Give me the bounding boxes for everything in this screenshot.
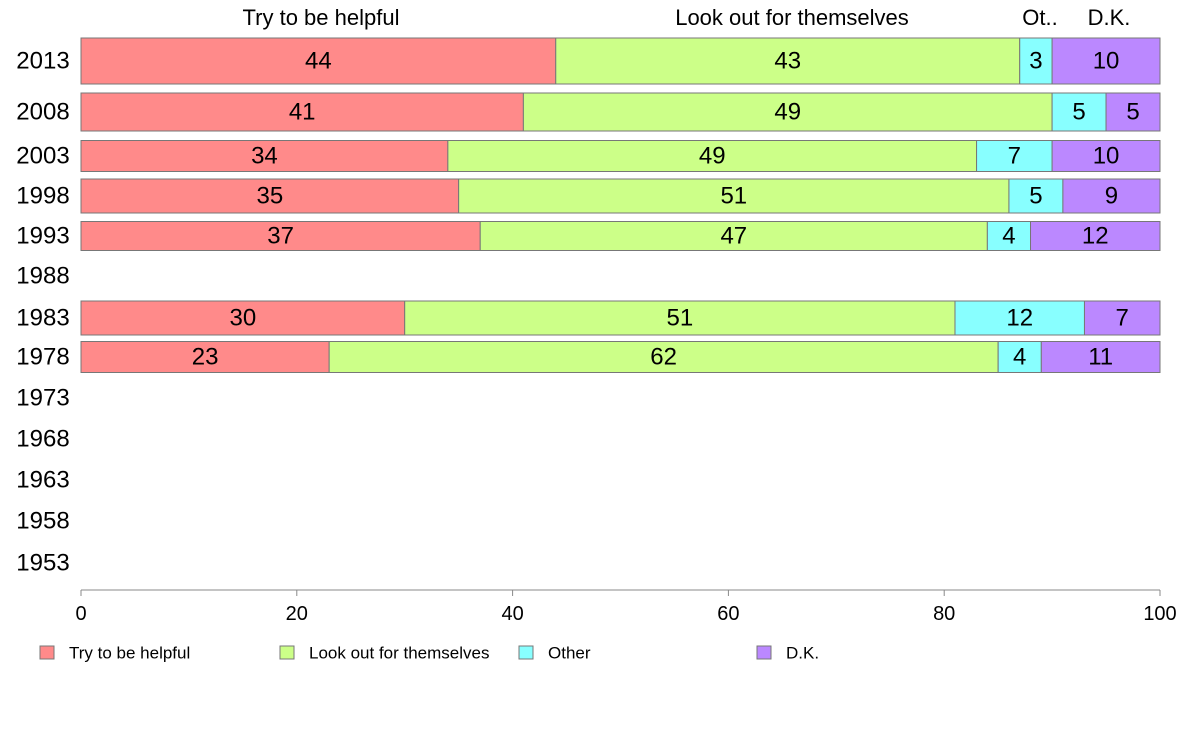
column-headers: Try to be helpful Look out for themselves… xyxy=(243,5,1131,30)
y-label-1978: 1978 xyxy=(16,344,69,371)
data-label-other-1983: 12 xyxy=(1006,305,1033,332)
data-label-try-to-be-helpful-2013: 44 xyxy=(305,48,332,75)
legend-label-other: Other xyxy=(548,644,591,663)
bar-look-out-for-themselves-2013 xyxy=(555,37,1021,85)
bar-d-k-2013 xyxy=(1051,37,1161,85)
data-label-try-to-be-helpful-2003: 34 xyxy=(251,143,278,170)
bars: 44 43 3 10 41 49 5 5 34 49 7 10 35 51 5 9 37 47 4 12 30 51 12 7… xyxy=(80,37,1161,373)
y-label-1953: 1953 xyxy=(16,550,69,577)
x-axis: 0 20 40 60 80 100 xyxy=(75,589,1177,625)
y-label-1993: 1993 xyxy=(16,223,69,250)
data-label-try-to-be-helpful-1998: 35 xyxy=(256,183,283,210)
legend-swatch-d-k xyxy=(756,645,772,660)
data-label-d-k-1998: 9 xyxy=(1105,183,1118,210)
column-header-try-to-be-helpful: Try to be helpful xyxy=(243,5,400,30)
bar-d-k-1998 xyxy=(1062,178,1161,214)
data-label-try-to-be-helpful-1993: 37 xyxy=(267,223,294,250)
legend-label-try-to-be-helpful: Try to be helpful xyxy=(69,644,190,663)
legend: Try to be helpful Look out for themselves… xyxy=(39,644,819,663)
bar-look-out-for-themselves-2003 xyxy=(447,140,978,172)
data-label-d-k-2013: 10 xyxy=(1093,48,1120,75)
bar-other-2008 xyxy=(1051,92,1107,132)
column-header-look-out-for-themselves: Look out for themselves xyxy=(675,5,909,30)
data-label-look-out-for-themselves-1978: 62 xyxy=(650,344,677,371)
y-label-1988: 1988 xyxy=(16,263,69,290)
y-label-1963: 1963 xyxy=(16,467,69,494)
data-label-look-out-for-themselves-1993: 47 xyxy=(720,223,747,250)
data-label-look-out-for-themselves-2013: 43 xyxy=(774,48,801,75)
legend-swatch-look-out-for-themselves xyxy=(279,645,295,660)
data-label-try-to-be-helpful-1983: 30 xyxy=(229,305,256,332)
data-label-d-k-1983: 7 xyxy=(1116,305,1129,332)
bar-try-to-be-helpful-2003 xyxy=(80,140,449,172)
legend-label-look-out-for-themselves: Look out for themselves xyxy=(309,644,489,663)
data-label-d-k-1978: 11 xyxy=(1088,344,1113,371)
column-header-d-k: D.K. xyxy=(1088,5,1131,30)
bar-look-out-for-themselves-2008 xyxy=(522,92,1053,132)
bar-other-1993 xyxy=(986,221,1032,251)
y-label-1958: 1958 xyxy=(16,508,69,535)
bar-d-k-1983 xyxy=(1083,300,1161,336)
bar-try-to-be-helpful-2008 xyxy=(80,92,524,132)
y-axis-labels: 2013 2008 2003 1998 1993 1988 1983 1978 1973 1968… xyxy=(16,48,69,577)
data-label-other-1993: 4 xyxy=(1002,223,1015,250)
data-label-try-to-be-helpful-1978: 23 xyxy=(192,344,219,371)
data-label-try-to-be-helpful-2008: 41 xyxy=(289,99,316,126)
x-tick-label-80: 80 xyxy=(933,603,955,625)
bar-d-k-1993 xyxy=(1030,221,1161,251)
x-tick-label-60: 60 xyxy=(717,603,739,625)
legend-swatch-try-to-be-helpful xyxy=(39,645,55,660)
data-label-look-out-for-themselves-1983: 51 xyxy=(666,305,693,332)
bar-d-k-2008 xyxy=(1105,92,1161,132)
x-tick-label-20: 20 xyxy=(286,603,308,625)
y-label-2013: 2013 xyxy=(16,48,69,75)
x-tick-label-40: 40 xyxy=(501,603,523,625)
data-label-other-1998: 5 xyxy=(1029,183,1042,210)
data-label-d-k-1993: 12 xyxy=(1082,223,1109,250)
bar-other-1978 xyxy=(997,341,1042,373)
x-tick-label-0: 0 xyxy=(75,603,86,625)
y-label-1973: 1973 xyxy=(16,385,69,412)
data-label-d-k-2003: 10 xyxy=(1093,143,1120,170)
legend-label-d-k: D.K. xyxy=(786,644,819,663)
data-label-look-out-for-themselves-2003: 49 xyxy=(699,143,726,170)
bar-look-out-for-themselves-1993 xyxy=(479,221,988,251)
data-label-other-2008: 5 xyxy=(1072,99,1085,126)
data-label-other-2013: 3 xyxy=(1029,48,1042,75)
data-label-other-2003: 7 xyxy=(1008,143,1021,170)
bar-other-2013 xyxy=(1019,37,1053,85)
y-label-2003: 2003 xyxy=(16,143,69,170)
bar-d-k-2003 xyxy=(1051,140,1161,172)
bar-look-out-for-themselves-1983 xyxy=(404,300,956,336)
data-label-d-k-2008: 5 xyxy=(1126,99,1139,126)
x-tick-label-100: 100 xyxy=(1143,603,1176,625)
y-label-1998: 1998 xyxy=(16,183,69,210)
bar-try-to-be-helpful-2013 xyxy=(80,37,557,85)
bar-try-to-be-helpful-1998 xyxy=(80,178,460,214)
data-label-look-out-for-themselves-2008: 49 xyxy=(774,99,801,126)
legend-swatch-other xyxy=(518,645,534,660)
y-label-1968: 1968 xyxy=(16,426,69,453)
bar-d-k-1978 xyxy=(1040,341,1161,373)
data-label-look-out-for-themselves-1998: 51 xyxy=(720,183,747,210)
bar-try-to-be-helpful-1993 xyxy=(80,221,481,251)
column-header-ot: Ot.. xyxy=(1022,5,1057,30)
bar-try-to-be-helpful-1978 xyxy=(80,341,330,373)
bar-look-out-for-themselves-1998 xyxy=(458,178,1010,214)
y-label-1983: 1983 xyxy=(16,305,69,332)
bar-other-1983 xyxy=(954,300,1085,336)
data-label-other-1978: 4 xyxy=(1013,344,1026,371)
y-label-2008: 2008 xyxy=(16,99,69,126)
bar-try-to-be-helpful-1983 xyxy=(80,300,406,336)
